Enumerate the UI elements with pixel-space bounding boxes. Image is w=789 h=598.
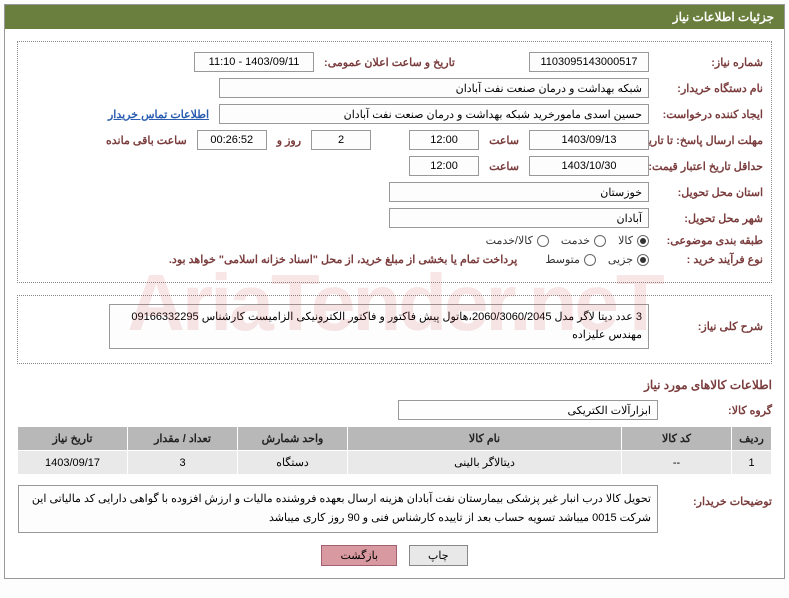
province-value: خوزستان: [389, 182, 649, 202]
validity-date: 1403/10/30: [529, 156, 649, 176]
radio-option[interactable]: متوسط: [545, 253, 596, 266]
buyer-org-label: نام دستگاه خریدار:: [653, 82, 763, 95]
panel-header: جزئیات اطلاعات نیاز: [5, 5, 784, 29]
radio-label: متوسط: [545, 253, 580, 266]
contact-buyer-link[interactable]: اطلاعات تماس خریدار: [108, 108, 209, 121]
remain-word: ساعت باقی مانده: [100, 134, 193, 147]
process-note: پرداخت تمام یا بخشی از مبلغ خرید، از محل…: [169, 253, 517, 266]
requester-label: ایجاد کننده درخواست:: [653, 108, 763, 121]
desc-label: شرح کلی نیاز:: [653, 320, 763, 333]
radio-label: کالا/خدمت: [486, 234, 533, 247]
table-header: نام کالا: [348, 427, 622, 451]
time-word-1: ساعت: [483, 134, 525, 147]
table-cell: دیتالاگر بالینی: [348, 451, 622, 475]
radio-option[interactable]: جزیی: [608, 253, 649, 266]
description-fieldset: شرح کلی نیاز: 3 عدد دیتا لاگر مدل 2060/3…: [17, 295, 772, 364]
process-radio-group: جزیی متوسط: [545, 253, 649, 266]
radio-dot-icon: [584, 254, 596, 266]
table-header: کد کالا: [622, 427, 732, 451]
category-label: طبقه بندی موضوعی:: [653, 234, 763, 247]
time-word-2: ساعت: [483, 160, 525, 173]
desc-text: 3 عدد دیتا لاگر مدل 2060/3060/2045،هاتول…: [109, 304, 649, 349]
city-label: شهر محل تحویل:: [653, 212, 763, 225]
return-button[interactable]: بازگشت: [321, 545, 397, 566]
deadline-send-label: مهلت ارسال پاسخ: تا تاریخ:: [653, 134, 763, 147]
table-cell: 1: [732, 451, 772, 475]
main-fieldset: شماره نیاز: 1103095143000517 تاریخ و ساع…: [17, 41, 772, 283]
radio-option[interactable]: کالا/خدمت: [486, 234, 549, 247]
table-header: ردیف: [732, 427, 772, 451]
days-word: روز و: [271, 134, 307, 147]
validity-label: حداقل تاریخ اعتبار قیمت: تا تاریخ:: [653, 160, 763, 173]
table-header: واحد شمارش: [238, 427, 348, 451]
table-row: 1--دیتالاگر بالینیدستگاه31403/09/17: [18, 451, 772, 475]
group-label: گروه کالا:: [662, 404, 772, 417]
requester-value: حسین اسدی مامورخرید شبکه بهداشت و درمان …: [219, 104, 649, 124]
buyer-remark-text: تحویل کالا درب انبار غیر پزشکی بیمارستان…: [18, 485, 658, 532]
radio-label: خدمت: [561, 234, 590, 247]
print-button[interactable]: چاپ: [409, 545, 468, 566]
radio-option[interactable]: خدمت: [561, 234, 606, 247]
time-remain: 00:26:52: [197, 130, 267, 150]
province-label: استان محل تحویل:: [653, 186, 763, 199]
table-header: تاریخ نیاز: [18, 427, 128, 451]
need-no-value: 1103095143000517: [529, 52, 649, 72]
radio-label: کالا: [618, 234, 633, 247]
radio-dot-icon: [537, 235, 549, 247]
validity-time: 12:00: [409, 156, 479, 176]
radio-label: جزیی: [608, 253, 633, 266]
table-cell: 3: [128, 451, 238, 475]
city-value: آبادان: [389, 208, 649, 228]
table-cell: دستگاه: [238, 451, 348, 475]
table-cell: 1403/09/17: [18, 451, 128, 475]
radio-dot-icon: [594, 235, 606, 247]
goods-table: ردیفکد کالانام کالاواحد شمارشتعداد / مقد…: [17, 426, 772, 475]
button-row: چاپ بازگشت: [17, 545, 772, 566]
buyer-remark-label: توضیحات خریدار:: [662, 485, 772, 508]
group-value: ابزارآلات الکتریکی: [398, 400, 658, 420]
deadline-date: 1403/09/13: [529, 130, 649, 150]
need-no-label: شماره نیاز:: [653, 56, 763, 69]
deadline-time: 12:00: [409, 130, 479, 150]
goods-section-title: اطلاعات کالاهای مورد نیاز: [17, 378, 772, 392]
category-radio-group: کالا خدمت کالا/خدمت: [486, 234, 649, 247]
table-header: تعداد / مقدار: [128, 427, 238, 451]
announce-value: 1403/09/11 - 11:10: [194, 52, 314, 72]
radio-option[interactable]: کالا: [618, 234, 649, 247]
radio-dot-icon: [637, 254, 649, 266]
table-cell: --: [622, 451, 732, 475]
process-label: نوع فرآیند خرید :: [653, 253, 763, 266]
announce-label: تاریخ و ساعت اعلان عمومی:: [318, 56, 461, 69]
buyer-org-value: شبکه بهداشت و درمان صنعت نفت آبادان: [219, 78, 649, 98]
radio-dot-icon: [637, 235, 649, 247]
days-remain: 2: [311, 130, 371, 150]
